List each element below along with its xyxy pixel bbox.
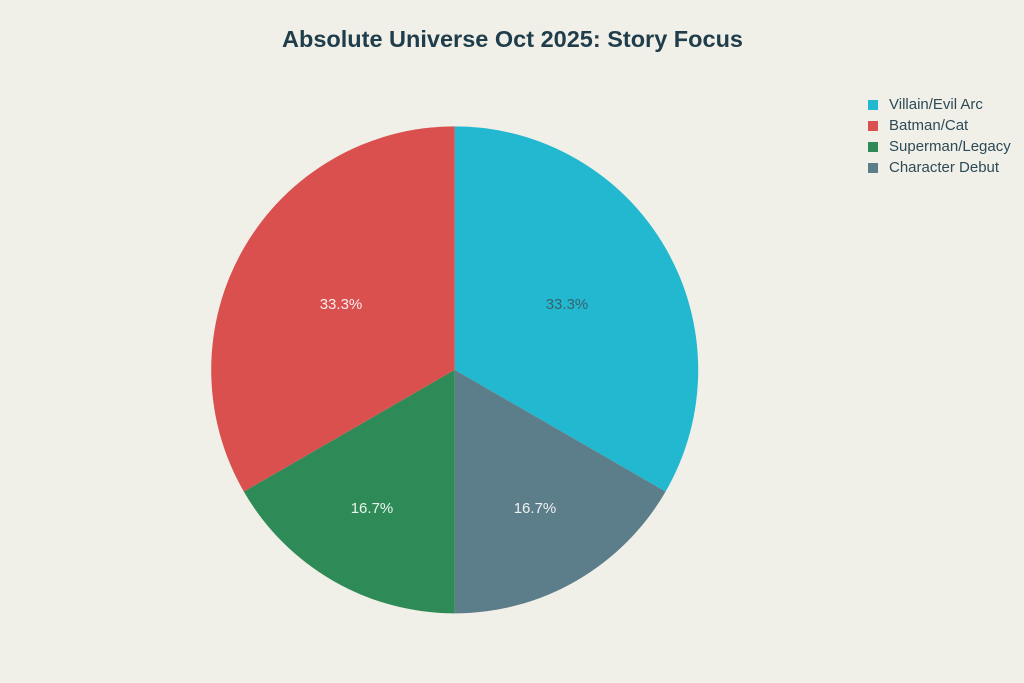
svg-text:33.3%: 33.3%	[320, 296, 363, 313]
svg-text:16.7%: 16.7%	[351, 500, 394, 517]
svg-text:33.3%: 33.3%	[546, 296, 589, 313]
svg-text:16.7%: 16.7%	[514, 500, 557, 517]
